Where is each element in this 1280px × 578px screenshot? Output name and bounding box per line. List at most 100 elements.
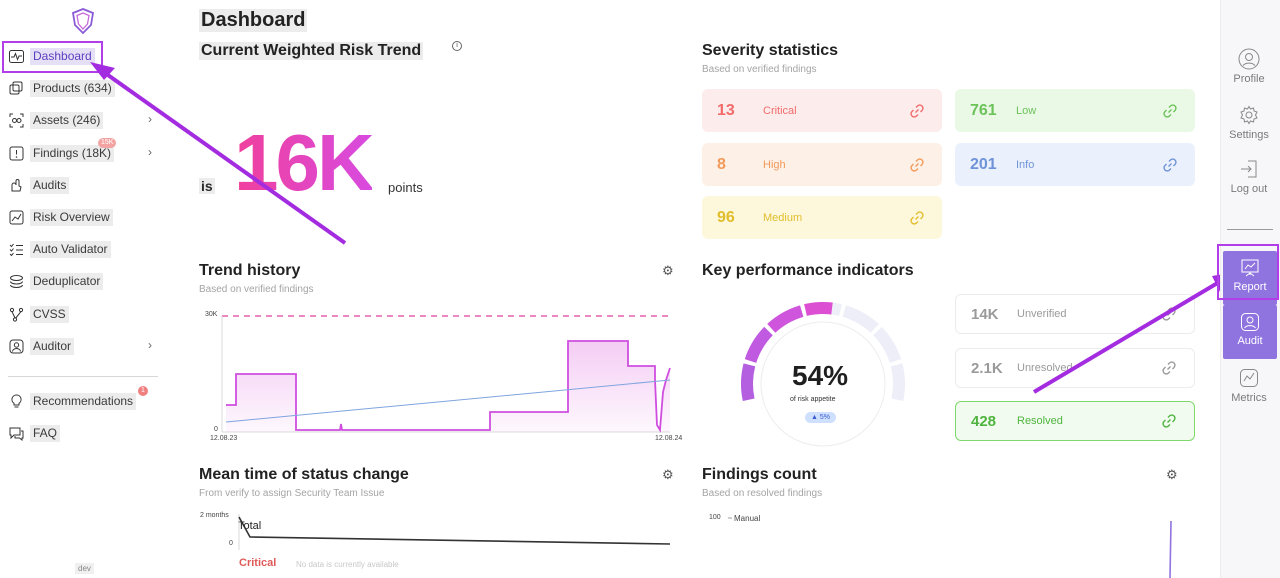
settings-icon bbox=[1238, 104, 1260, 126]
trend-x-start: 12.08.23 bbox=[210, 435, 238, 442]
gauge-fill bbox=[741, 302, 833, 402]
severity-label: Medium bbox=[763, 211, 803, 224]
findings-series-label: Manual bbox=[734, 514, 761, 523]
link-icon[interactable] bbox=[908, 156, 926, 174]
findings-count-title: Findings count bbox=[702, 466, 817, 483]
sidebar-item-findings[interactable]: Findings (18K) › bbox=[8, 141, 152, 165]
sidebar-item-faq[interactable]: FAQ bbox=[8, 421, 61, 445]
trend-history-subtitle: Based on verified findings bbox=[199, 284, 314, 295]
severity-label: Critical bbox=[763, 104, 797, 117]
gear-icon[interactable]: ⚙ bbox=[662, 263, 674, 278]
sidebar-item-label: FAQ bbox=[30, 424, 61, 442]
link-icon[interactable] bbox=[1160, 359, 1178, 377]
trend-x-end: 12.08.24 bbox=[655, 435, 683, 442]
rail-settings[interactable]: Settings bbox=[1221, 104, 1277, 141]
layers-icon bbox=[8, 273, 24, 289]
gear-icon[interactable]: ⚙ bbox=[1166, 467, 1178, 482]
rail-logout[interactable]: Log out bbox=[1221, 158, 1277, 195]
severity-title: Severity statistics bbox=[702, 42, 839, 59]
severity-count: 761 bbox=[970, 101, 997, 119]
trend-regression-line bbox=[225, 379, 671, 423]
gauge-delta-badge: ▲ 5% bbox=[805, 412, 836, 423]
gauge-track-segment bbox=[842, 305, 879, 333]
right-rail: Profile Settings Log out Report Audit Me… bbox=[1220, 0, 1280, 578]
rail-profile-label: Profile bbox=[1233, 73, 1265, 85]
env-tag: dev bbox=[75, 563, 94, 574]
link-icon[interactable] bbox=[908, 102, 926, 120]
findings-count-subtitle: Based on resolved findings bbox=[702, 488, 823, 499]
sidebar-item-audits[interactable]: Audits bbox=[8, 173, 70, 197]
link-icon[interactable] bbox=[908, 209, 926, 227]
chevron-right-icon[interactable]: › bbox=[148, 338, 152, 352]
arrow-to-dashboard bbox=[96, 66, 347, 245]
kpi-card-unverified[interactable]: 14K Unverified bbox=[955, 294, 1195, 334]
rail-logout-label: Log out bbox=[1230, 183, 1268, 195]
mttr-total-label: Total bbox=[238, 520, 262, 532]
severity-count: 13 bbox=[717, 101, 735, 119]
metrics-icon bbox=[1238, 367, 1260, 389]
link-icon[interactable] bbox=[1161, 156, 1179, 174]
rail-report-button[interactable]: Report bbox=[1223, 251, 1277, 305]
gauge-fill-segment bbox=[804, 302, 833, 316]
sidebar-item-cvss[interactable]: CVSS bbox=[8, 302, 69, 326]
sidebar-item-auto-validator[interactable]: Auto Validator bbox=[8, 237, 111, 261]
sidebar-item-assets[interactable]: Assets (246) › bbox=[8, 108, 152, 132]
severity-card-high[interactable]: 8 High bbox=[702, 143, 942, 186]
sidebar-item-risk-overview[interactable]: Risk Overview bbox=[8, 205, 113, 229]
rail-audit-label: Audit bbox=[1237, 335, 1263, 347]
sidebar-item-deduplicator[interactable]: Deduplicator bbox=[8, 269, 104, 293]
sidebar-item-auditor[interactable]: Auditor › bbox=[8, 334, 152, 358]
kpi-label: Resolved bbox=[1017, 415, 1063, 427]
sidebar-item-products[interactable]: Products (634) bbox=[8, 76, 115, 100]
gauge-inner-ring bbox=[760, 321, 886, 447]
kpi-count: 428 bbox=[971, 412, 997, 430]
rail-metrics-label: Metrics bbox=[1231, 392, 1267, 404]
kpi-count: 14K bbox=[971, 305, 999, 323]
sidebar-item-label: Auto Validator bbox=[30, 240, 111, 258]
report-highlight-box bbox=[1217, 244, 1279, 300]
gauge-fill-segment bbox=[767, 305, 804, 333]
findings-icon bbox=[8, 145, 24, 161]
rail-profile[interactable]: Profile bbox=[1221, 48, 1277, 85]
sidebar-item-dashboard[interactable]: Dashboard bbox=[8, 44, 95, 68]
link-icon[interactable] bbox=[1161, 102, 1179, 120]
gear-icon[interactable]: ⚙ bbox=[662, 467, 674, 482]
severity-card-medium[interactable]: 96 Medium bbox=[702, 196, 942, 239]
rail-metrics[interactable]: Metrics bbox=[1221, 367, 1277, 404]
mttr-total-line bbox=[238, 516, 671, 545]
mttr-subtitle: From verify to assign Security Team Issu… bbox=[199, 488, 385, 499]
mttr-critical-label: Critical bbox=[239, 557, 277, 569]
kpi-gauge bbox=[741, 302, 905, 447]
severity-subtitle: Based on verified findings bbox=[702, 64, 817, 75]
sidebar-item-label: Audits bbox=[30, 176, 70, 194]
pulse-icon bbox=[8, 48, 24, 64]
kpi-card-resolved[interactable]: 428 Resolved bbox=[955, 401, 1195, 441]
mttr-title: Mean time of status change bbox=[199, 466, 409, 483]
findings-y-top: 100 bbox=[709, 514, 721, 521]
gauge-fill-segment bbox=[741, 363, 756, 402]
severity-card-info[interactable]: 201 Info bbox=[955, 143, 1195, 186]
chevron-right-icon[interactable]: › bbox=[148, 145, 152, 159]
severity-count: 96 bbox=[717, 208, 735, 226]
chevron-right-icon[interactable]: › bbox=[148, 112, 152, 126]
severity-label: Low bbox=[1016, 104, 1037, 117]
recommendations-badge: 1 bbox=[138, 386, 148, 396]
sidebar-item-recommendations[interactable]: Recommendations bbox=[8, 389, 137, 413]
severity-card-critical[interactable]: 13 Critical bbox=[702, 89, 942, 132]
kpi-title: Key performance indicators bbox=[702, 262, 914, 279]
gauge-fill-segment bbox=[744, 326, 773, 364]
auditor-icon bbox=[8, 338, 24, 354]
info-icon[interactable]: i bbox=[452, 41, 462, 51]
trend-area bbox=[226, 341, 670, 432]
rail-audit-button[interactable]: Audit bbox=[1223, 305, 1277, 359]
sidebar-item-label: Risk Overview bbox=[30, 208, 113, 226]
kpi-card-unresolved[interactable]: 2.1K Unresolved bbox=[955, 348, 1195, 388]
mttr-y-zero: 0 bbox=[229, 540, 233, 547]
arrow-to-report bbox=[1032, 276, 1228, 394]
link-icon[interactable] bbox=[1160, 412, 1178, 430]
sidebar-item-label: Assets (246) bbox=[30, 111, 104, 129]
logo-shield-icon[interactable] bbox=[72, 8, 94, 34]
severity-card-low[interactable]: 761 Low bbox=[955, 89, 1195, 132]
